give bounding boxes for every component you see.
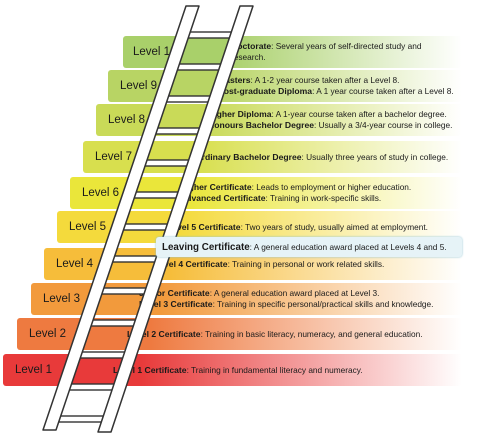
qualification-term: Higher Diploma <box>208 109 272 119</box>
ladder-rung <box>90 319 137 327</box>
level-description: Higher Diploma: A 1-year course taken af… <box>208 104 452 136</box>
qualification-text: : Training in fundamental literacy and n… <box>186 364 363 375</box>
qualification-term: Post-graduate Diploma <box>218 86 313 96</box>
qualification-text: : Several years of self-directed study a… <box>271 41 422 51</box>
qualification-term: Level 4 Certificate <box>154 258 228 269</box>
qualification-term: Higher Certificate <box>180 182 252 192</box>
qualification-text: : Usually a 3/4-year course in college. <box>314 120 453 130</box>
qualification-text: : Training in work-specific skills. <box>265 193 382 203</box>
level-label: Level 9 <box>120 80 158 92</box>
leaving-certificate-desc: : A general education award placed at Le… <box>249 242 447 252</box>
level-label: Level 7 <box>95 151 133 163</box>
ladder-rung <box>111 255 158 263</box>
description-line: Higher Certificate: Leads to employment … <box>180 182 411 193</box>
ladder-rung <box>133 191 179 199</box>
qualification-term: Masters <box>218 75 251 85</box>
level-label: Level 2 <box>29 328 67 340</box>
level-description: Higher Certificate: Leads to employment … <box>180 177 411 209</box>
qualification-text: research. <box>231 52 266 62</box>
qualification-text: : Training in basic literacy, numeracy, … <box>200 328 423 339</box>
description-line: Advanced Certificate: Training in work-s… <box>180 193 411 204</box>
qualification-term: Advanced Certificate <box>180 193 266 203</box>
description-line: Post-graduate Diploma: A 1 year course t… <box>218 86 454 97</box>
description-line: research. <box>231 52 421 63</box>
level-description: Doctorate: Several years of self-directe… <box>231 36 421 68</box>
level-description: Level 1 Certificate: Training in fundame… <box>113 354 363 386</box>
qualification-term: Level 3 Certificate <box>139 299 213 309</box>
description-line: Level 1 Certificate: Training in fundame… <box>113 365 363 376</box>
ladder-rung <box>144 159 190 167</box>
qualification-term: Honours Bachelor Degree <box>208 120 315 130</box>
description-line: Level 5 Certificate: Two years of study,… <box>167 222 428 233</box>
leaving-certificate-text: Leaving Certificate: A general education… <box>162 237 447 257</box>
qualification-text: : A 1-2 year course taken after a Level … <box>250 75 400 85</box>
description-line: Doctorate: Several years of self-directe… <box>231 41 421 52</box>
qualification-text: : A 1-year course taken after a bachelor… <box>271 109 447 119</box>
level-description: Junior Certificate: A general education … <box>139 283 433 315</box>
ladder-rung <box>165 95 211 103</box>
qualification-text: : Training in specific personal/practica… <box>212 299 434 309</box>
description-line: Level 3 Certificate: Training in specifi… <box>139 299 433 310</box>
leaving-certificate-callout: Leaving Certificate: A general education… <box>156 237 462 257</box>
qualification-text: : Leads to employment or higher educatio… <box>251 182 412 192</box>
level-label: Level 10 <box>133 46 177 58</box>
level-label: Level 5 <box>69 221 107 233</box>
ladder-rung <box>155 127 201 135</box>
qualification-term: Level 2 Certificate <box>127 328 201 339</box>
qualification-term: Level 1 Certificate <box>113 364 187 375</box>
ladder-rung <box>58 415 105 423</box>
leaving-certificate-term: Leaving Certificate <box>162 242 250 253</box>
ladder-right-rail <box>97 5 254 433</box>
level-description: Ordinary Bachelor Degree: Usually three … <box>195 141 448 173</box>
description-line: Ordinary Bachelor Degree: Usually three … <box>195 152 448 163</box>
ladder-left-rail <box>42 5 200 431</box>
ladder-rung <box>187 31 233 39</box>
level-description: Masters: A 1-2 year course taken after a… <box>218 70 454 102</box>
qualification-term: Ordinary Bachelor Degree <box>195 151 302 162</box>
ladder-rung <box>176 63 222 71</box>
description-line: Honours Bachelor Degree: Usually a 3/4-y… <box>208 120 452 131</box>
qualification-text: : Two years of study, usually aimed at e… <box>240 221 428 232</box>
qualification-text: : A 1 year course taken after a Level 8. <box>312 86 454 96</box>
description-line: Junior Certificate: A general education … <box>139 288 433 299</box>
ladder-rung <box>101 287 147 295</box>
ladder-rung <box>79 351 126 359</box>
qualification-text: : Training in personal or work related s… <box>227 258 385 269</box>
level-label: Level 8 <box>108 114 146 126</box>
ladder-rung <box>122 223 169 231</box>
level-description: Level 4 Certificate: Training in persona… <box>154 248 384 280</box>
qualification-text: : Usually three years of study in colleg… <box>301 151 449 162</box>
qualification-term: Doctorate <box>231 41 272 51</box>
level-label: Level 6 <box>82 187 120 199</box>
description-line: Higher Diploma: A 1-year course taken af… <box>208 109 452 120</box>
description-line: Level 2 Certificate: Training in basic l… <box>127 329 423 340</box>
qualification-term: Level 5 Certificate <box>167 221 241 232</box>
level-label: Level 3 <box>43 293 81 305</box>
qualification-text: : A general education award placed at Le… <box>209 288 380 298</box>
level-label: Level 1 <box>15 364 53 376</box>
level-description: Level 5 Certificate: Two years of study,… <box>167 211 428 243</box>
level-label: Level 4 <box>56 258 94 270</box>
level-description: Level 2 Certificate: Training in basic l… <box>127 318 423 350</box>
description-line: Level 4 Certificate: Training in persona… <box>154 259 384 270</box>
ladder-rung <box>68 383 115 391</box>
description-line: Masters: A 1-2 year course taken after a… <box>218 75 454 86</box>
qualification-term: Junior Certificate <box>139 288 210 298</box>
